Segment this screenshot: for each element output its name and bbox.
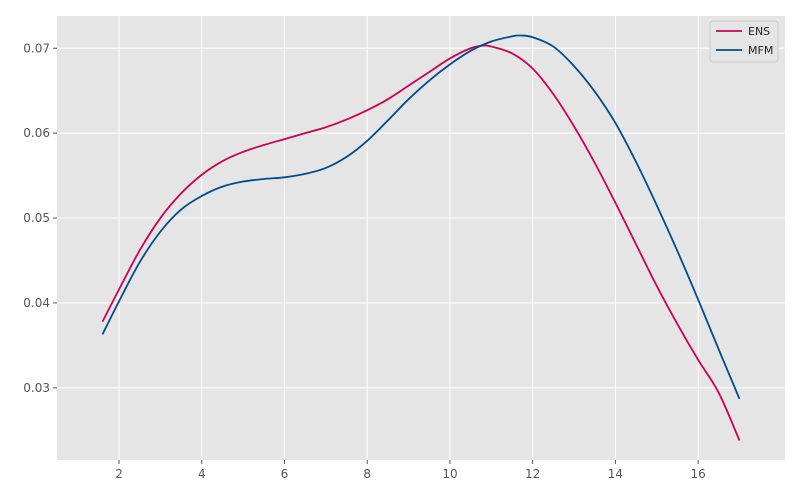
plot-background	[57, 16, 785, 460]
series-line-ens	[101, 44, 741, 441]
y-axis: 0.03 0.04 0.05 0.06 0.07	[23, 41, 57, 395]
x-tick-label: 12	[525, 467, 540, 481]
x-tick-label: 14	[608, 467, 623, 481]
x-tick-label: 8	[363, 467, 371, 481]
grid-lines	[57, 16, 785, 460]
y-tick-label: 0.05	[23, 211, 50, 225]
x-tick-label: 2	[115, 467, 123, 481]
legend: ENS MFM	[709, 20, 779, 63]
y-tick-label: 0.03	[23, 381, 50, 395]
x-tick-label: 6	[281, 467, 289, 481]
legend-label-mfm: MFM	[748, 44, 773, 57]
y-tick-label: 0.04	[23, 296, 50, 310]
series-lines	[101, 34, 741, 441]
y-tick-label: 0.07	[23, 41, 50, 55]
y-tick-label: 0.06	[23, 126, 50, 140]
legend-label-ens: ENS	[748, 25, 770, 38]
x-tick-label: 16	[690, 467, 705, 481]
x-tick-label: 4	[198, 467, 206, 481]
x-axis: 2 4 6 8 10 12 14 16	[115, 460, 706, 481]
series-line-mfm	[101, 34, 741, 400]
x-tick-label: 10	[442, 467, 457, 481]
